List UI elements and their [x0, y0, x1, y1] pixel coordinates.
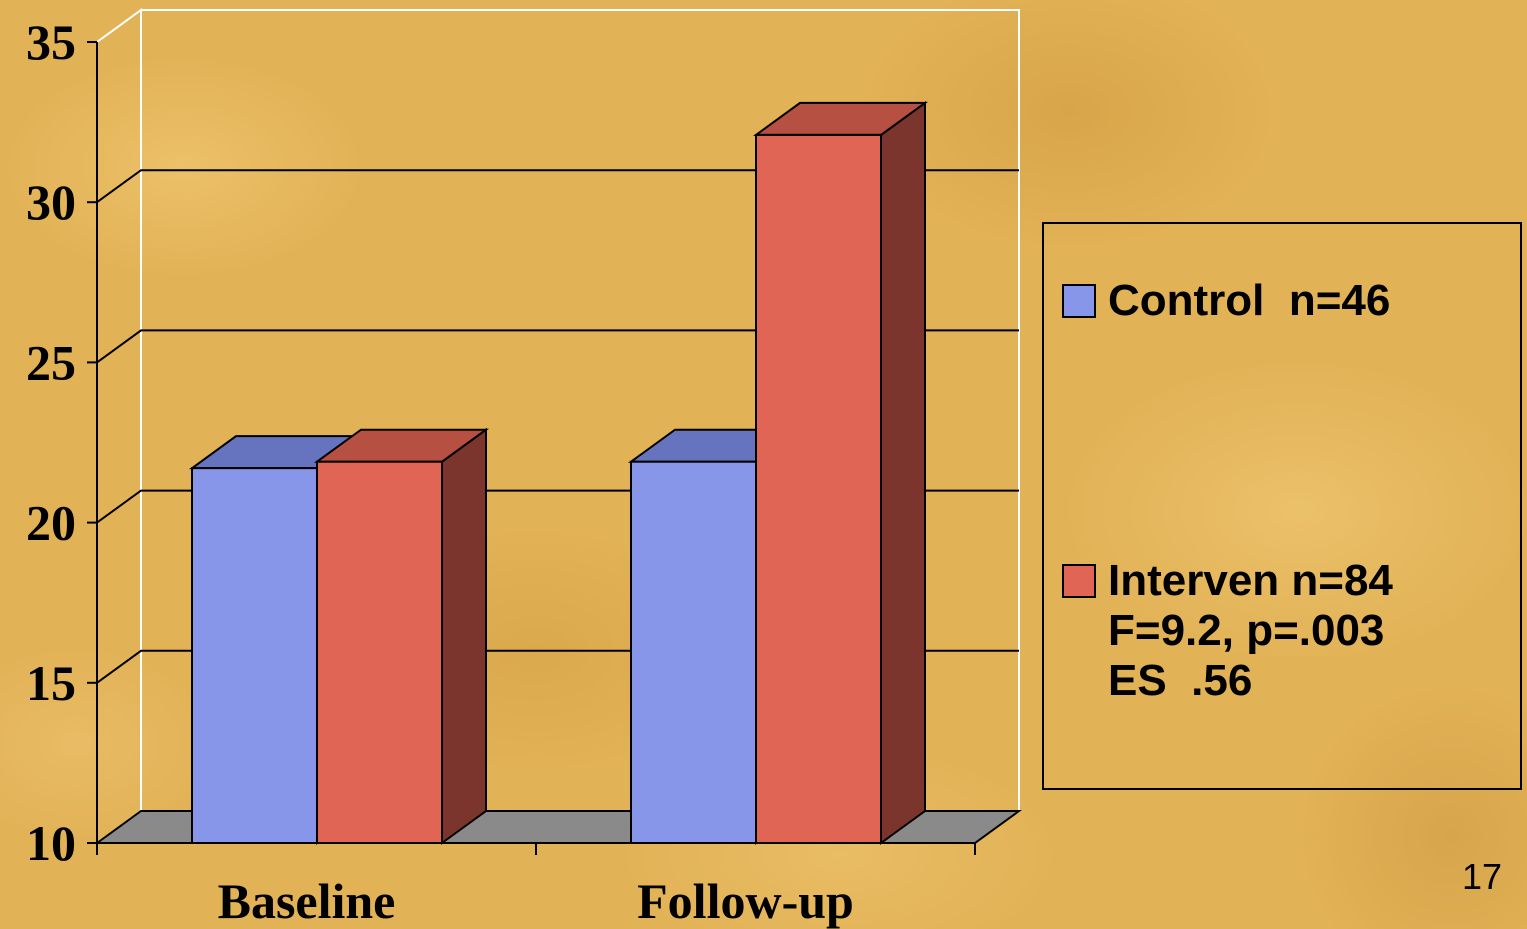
chart-legend: Control n=46 Interven n=84 F=9.2, p=.003… [1042, 222, 1522, 790]
slide-number: 17 [1462, 856, 1503, 897]
gridline [96, 169, 1019, 204]
legend-swatch-intervention [1062, 564, 1096, 598]
x-category-label: Baseline [218, 873, 396, 929]
y-tick-label: 15 [26, 655, 76, 711]
legend-label-intervention: Interven n=84 F=9.2, p=.003 ES .56 [1108, 556, 1393, 705]
y-tick-label: 35 [26, 14, 76, 70]
bar-intervention-0 [316, 460, 443, 844]
left-wall [96, 8, 142, 845]
bar-side [441, 427, 487, 845]
y-tick-label: 10 [26, 815, 76, 871]
bar-side [880, 100, 926, 845]
legend-label-control: Control n=46 [1108, 276, 1391, 325]
bar-control-1 [630, 460, 757, 844]
y-tick-label: 20 [26, 495, 76, 551]
legend-swatch-control [1062, 284, 1096, 318]
gridline [96, 329, 1019, 364]
bar-control-0 [191, 467, 318, 844]
legend-item-control: Control n=46 [1062, 276, 1390, 326]
y-tick-label: 25 [26, 334, 76, 390]
y-tick-label: 30 [26, 174, 76, 230]
legend-item-intervention: Interven n=84 F=9.2, p=.003 ES .56 [1062, 556, 1393, 706]
bar-intervention-1 [755, 133, 882, 844]
x-category-label: Follow-up [637, 873, 854, 929]
